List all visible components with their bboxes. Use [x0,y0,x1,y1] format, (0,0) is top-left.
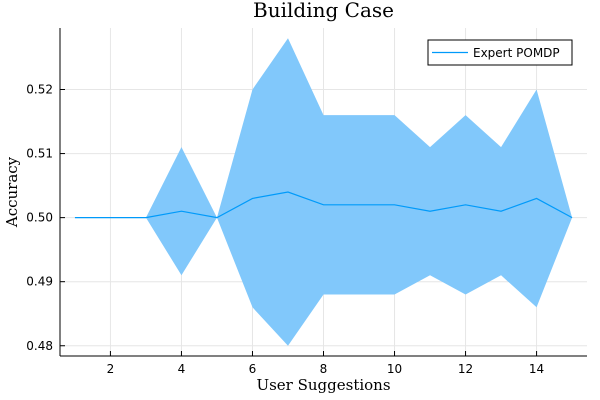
x-axis-label: User Suggestions [256,376,390,394]
legend: Expert POMDP [427,39,573,66]
x-tick-label: 12 [458,362,473,376]
x-tick-label: 8 [320,362,328,376]
tick-label-layer: 2 4 6 8 10 12 14 0.48 0.49 0.50 0.51 0.52 [26,83,544,377]
x-tick-label: 6 [249,362,257,376]
legend-label-expert-pomdp: Expert POMDP [473,46,560,60]
y-tick-label: 0.49 [26,275,53,289]
y-tick-label: 0.50 [26,211,53,225]
confidence-band-layer [74,38,573,346]
y-axis-label: Accuracy [3,156,21,228]
chart-title: Building Case [253,0,394,22]
x-tick-label: 4 [178,362,186,376]
confidence-band-expert-pomdp [74,38,573,346]
y-tick-label: 0.52 [26,83,53,97]
x-tick-label: 14 [529,362,544,376]
y-tick-label: 0.48 [26,339,53,353]
x-tick-label: 10 [387,362,402,376]
series-line-layer [74,191,573,219]
y-tick-label: 0.51 [26,147,53,161]
x-tick-label: 2 [107,362,115,376]
axes-layer [59,28,587,357]
